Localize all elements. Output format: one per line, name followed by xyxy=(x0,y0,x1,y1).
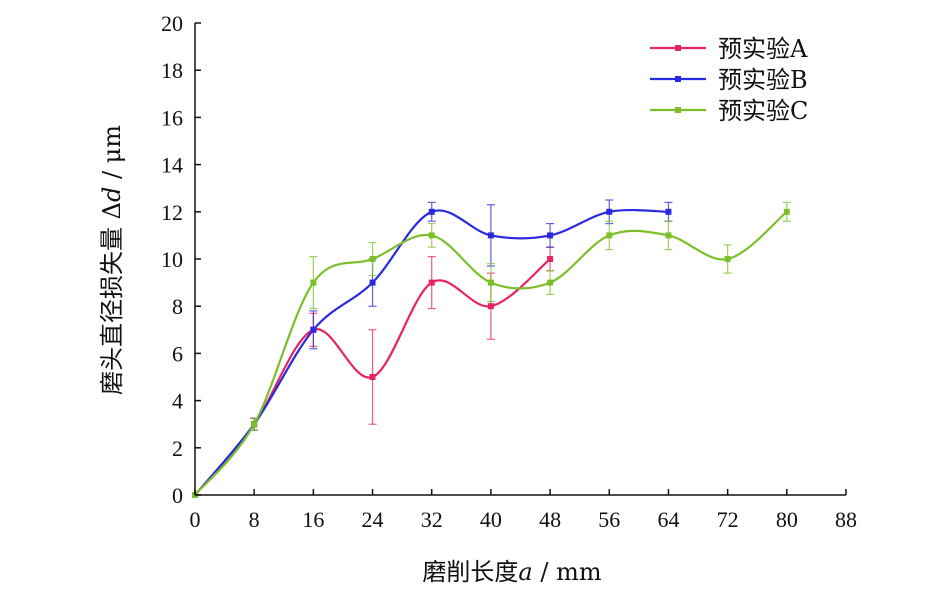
data-point xyxy=(724,256,731,262)
data-point xyxy=(665,232,672,239)
data-point xyxy=(428,232,435,239)
data-point xyxy=(547,279,554,286)
legend: 预实验A 预实验B 预实验C xyxy=(650,35,808,125)
x-tick-label: 32 xyxy=(421,507,443,532)
y-tick-label: 8 xyxy=(172,294,183,319)
legend-marker xyxy=(675,107,681,113)
series-line-2 xyxy=(194,208,669,496)
series-line-3 xyxy=(194,210,788,496)
data-point xyxy=(487,303,494,310)
data-point xyxy=(310,279,317,286)
y-tick-label: 16 xyxy=(161,105,183,130)
y-tick-label: 4 xyxy=(172,389,183,414)
y-tick-label: 18 xyxy=(161,58,183,83)
legend-marker xyxy=(675,76,681,82)
data-point xyxy=(369,374,376,380)
data-point xyxy=(606,232,613,239)
x-tick-label: 40 xyxy=(480,507,502,532)
data-point xyxy=(665,208,672,215)
y-tick-label: 2 xyxy=(172,436,183,461)
legend-item-1: 预实验A xyxy=(650,35,808,63)
error-bars-layer xyxy=(250,199,791,431)
y-tick-label: 12 xyxy=(161,200,183,225)
y-tick-label: 20 xyxy=(161,11,183,36)
y-tick-label: 10 xyxy=(161,247,183,272)
legend-label: 预实验C xyxy=(718,97,808,125)
x-tick-label: 8 xyxy=(249,507,260,532)
legend-item-2: 预实验B xyxy=(650,66,808,94)
data-point xyxy=(547,256,554,262)
data-point xyxy=(547,232,554,239)
x-tick-label: 64 xyxy=(657,507,679,532)
data-points-layer xyxy=(192,208,790,498)
data-point xyxy=(487,279,494,286)
data-point xyxy=(606,208,613,215)
data-point xyxy=(369,279,376,286)
x-tick-label: 88 xyxy=(835,507,857,532)
x-tick-label: 0 xyxy=(190,507,201,532)
data-point xyxy=(310,326,317,333)
legend-marker xyxy=(675,45,681,51)
y-tick-label: 6 xyxy=(172,341,183,366)
data-point xyxy=(783,208,790,215)
legend-label: 预实验A xyxy=(718,35,808,63)
x-tick-label: 72 xyxy=(717,507,739,532)
data-point xyxy=(428,208,435,215)
data-point xyxy=(428,279,435,286)
data-point xyxy=(369,256,376,262)
x-tick-label: 16 xyxy=(302,507,324,532)
data-point xyxy=(487,232,494,239)
x-tick-label: 24 xyxy=(362,507,384,532)
y-tick-label: 14 xyxy=(161,153,183,178)
x-tick-label: 48 xyxy=(539,507,561,532)
y-tick-label: 0 xyxy=(172,483,183,508)
legend-label: 预实验B xyxy=(718,66,808,94)
legend-item-3: 预实验C xyxy=(650,97,808,125)
x-axis-title: 磨削长度a / mm xyxy=(422,558,601,586)
x-tick-label: 80 xyxy=(776,507,798,532)
x-tick-label: 56 xyxy=(598,507,620,532)
data-point xyxy=(251,421,258,428)
y-axis-title: 磨头直径损失量 Δd / μm xyxy=(98,125,126,395)
